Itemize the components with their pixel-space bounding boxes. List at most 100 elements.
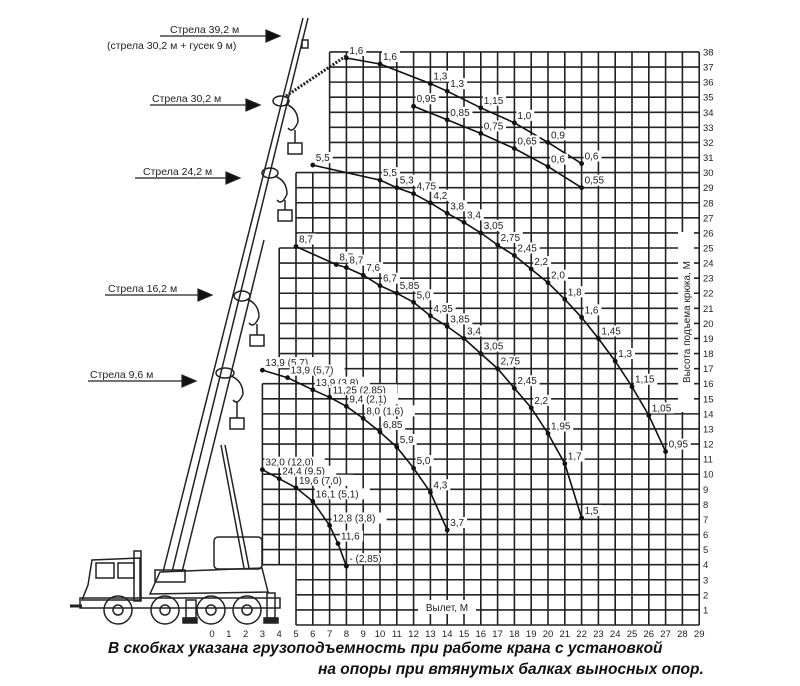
load-capacity-label: 6,85: [383, 420, 403, 431]
x-tick-label: 0: [209, 629, 214, 640]
load-point: [444, 88, 450, 94]
y-tick-label: 19: [703, 334, 714, 345]
load-point: [444, 324, 450, 329]
load-label-bg: [482, 219, 506, 231]
load-label-bg: [331, 512, 387, 524]
load-label-bg: [583, 504, 602, 516]
y-tick-label: 36: [703, 78, 714, 89]
load-label-bg: [482, 94, 506, 106]
boom-label-9-6: Стрела 9,6 м: [90, 369, 153, 381]
x-tick-label: 29: [694, 629, 705, 640]
x-tick-label: 17: [492, 629, 503, 640]
load-point: [428, 313, 433, 319]
load-capacity-label: 13,9 (5,7): [291, 366, 334, 377]
load-point: [579, 515, 584, 521]
load-label-bg: [550, 269, 568, 281]
y-tick-label: 32: [703, 138, 714, 149]
load-label-bg: [314, 152, 333, 164]
load-label-bg: [667, 438, 691, 450]
load-label-bg: [264, 357, 320, 369]
load-point: [528, 405, 534, 411]
y-tick-label: 1: [703, 605, 708, 616]
load-capacity-label: 3,05: [484, 342, 504, 353]
load-point: [260, 467, 265, 473]
load-point: [276, 476, 282, 482]
y-tick-label: 26: [703, 228, 714, 239]
load-point: [545, 280, 551, 286]
load-capacity-label: 3,7: [450, 518, 464, 529]
load-capacity-label: 2,45: [517, 244, 537, 255]
load-capacity-label: 0,6: [551, 155, 565, 166]
y-tick-label: 34: [703, 108, 714, 119]
load-capacity-label: 1,3: [618, 349, 632, 360]
load-capacity-label: 8,7: [339, 253, 353, 264]
x-tick-label: 3: [260, 629, 265, 640]
load-label-bg: [338, 251, 357, 263]
load-label-bg: [264, 456, 325, 468]
load-capacity-label: 5,5: [316, 153, 330, 164]
load-label-bg: [432, 302, 456, 314]
load-label-bg: [331, 384, 398, 396]
load-label-bg: [298, 233, 316, 245]
y-tick-label: 4: [703, 560, 708, 571]
x-tick-label: 19: [526, 629, 537, 640]
load-capacity-label: 5,9: [400, 435, 414, 446]
load-point: [335, 541, 341, 546]
load-capacity-label: 16,1 (5,1): [316, 489, 359, 500]
load-capacity-label: 1,95: [551, 421, 571, 432]
load-capacity-label: 1,15: [635, 375, 655, 386]
load-point: [327, 523, 332, 528]
x-tick-label: 28: [677, 629, 688, 640]
boom-label-30-2: Стрела 30,2 м: [152, 93, 221, 105]
x-tick-label: 20: [543, 629, 554, 640]
load-capacity-label: 1,6: [349, 46, 363, 57]
load-point: [545, 164, 551, 169]
y-tick-label: 37: [703, 63, 714, 74]
y-tick-label: 23: [703, 274, 714, 285]
load-point: [562, 461, 568, 467]
x-tick-label: 25: [627, 629, 638, 640]
load-point: [579, 161, 584, 166]
load-capacity-label: 8,7: [349, 256, 363, 267]
load-point: [562, 296, 568, 302]
load-point: [528, 266, 534, 272]
y-tick-label: 11: [703, 455, 713, 466]
load-label-bg: [566, 286, 585, 298]
load-label-bg: [432, 479, 451, 491]
y-tick-label: 21: [703, 304, 714, 315]
load-point: [293, 485, 299, 491]
ylabel-bg: [678, 232, 694, 412]
load-label-bg: [449, 106, 473, 118]
boom-label-39-2: Стрела 39,2 м: [170, 24, 239, 36]
load-point: [428, 489, 433, 495]
load-point: [478, 105, 484, 111]
y-tick-label: 12: [703, 440, 714, 451]
load-label-bg: [281, 465, 337, 477]
load-label-bg: [466, 325, 484, 337]
x-tick-label: 2: [243, 629, 248, 640]
load-label-bg: [499, 231, 523, 243]
load-point: [444, 210, 450, 216]
load-label-bg: [533, 394, 552, 406]
load-capacity-label: 5,0: [417, 456, 431, 467]
load-label-bg: [449, 516, 468, 528]
crane-drawing: [70, 17, 347, 625]
load-label-bg: [617, 348, 636, 360]
hook-boom-9-6: [215, 367, 245, 430]
load-point: [495, 242, 500, 248]
y-tick-label: 25: [703, 244, 714, 255]
load-capacity-label: 1,6: [585, 305, 599, 316]
x-tick-label: 15: [459, 629, 470, 640]
x-tick-label: 10: [375, 629, 386, 640]
load-capacity-label: 1,3: [433, 72, 447, 83]
load-capacity-label: 2,0: [551, 271, 565, 282]
x-tick-label: 9: [361, 629, 366, 640]
y-tick-label: 20: [703, 319, 714, 330]
load-point: [260, 367, 265, 373]
load-point: [377, 429, 383, 435]
load-label-bg: [449, 78, 468, 90]
load-label-bg: [566, 450, 585, 462]
load-point: [663, 449, 668, 454]
load-label-bg: [365, 405, 415, 417]
x-tick-label: 6: [310, 629, 315, 640]
